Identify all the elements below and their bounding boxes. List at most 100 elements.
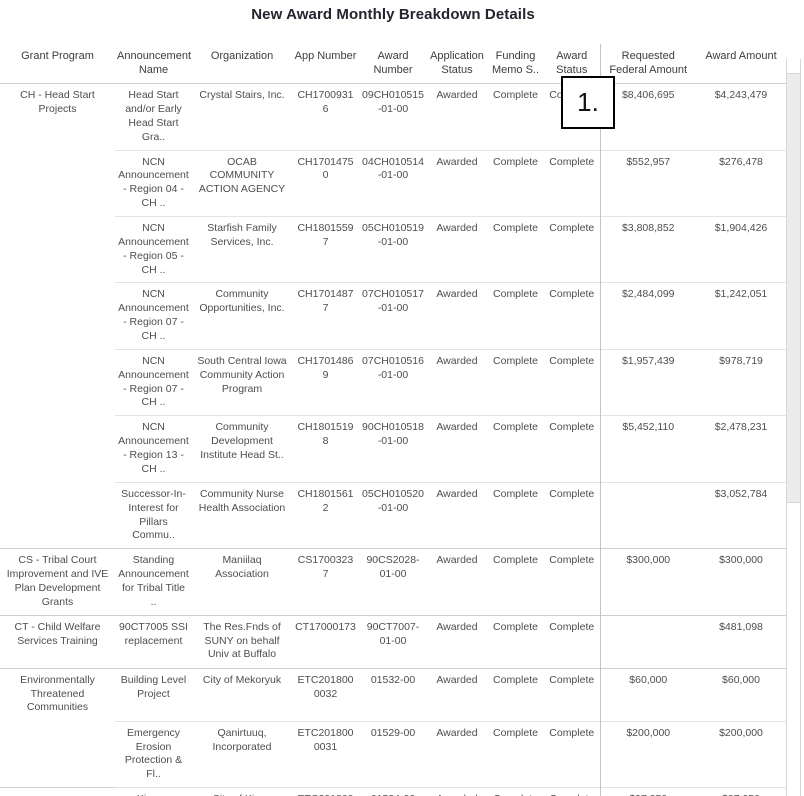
app-number-cell[interactable]: CT17000173	[292, 614, 359, 669]
column-header-award-amount[interactable]: Award Amount	[705, 50, 777, 62]
organization-cell[interactable]: City of Kiana	[192, 787, 292, 796]
scrollbar-thumb[interactable]	[787, 73, 800, 503]
grant-program-cell[interactable]: CH - Head Start Projects	[0, 83, 115, 549]
award-amount-cell[interactable]: $978,719	[696, 348, 786, 416]
app-number-cell[interactable]: ETC2018000032	[292, 667, 359, 722]
organization-cell[interactable]: Qanirtuuq, Incorporated	[192, 720, 292, 788]
organization-cell[interactable]: Maniilaq Association	[192, 548, 292, 616]
column-header-award-number[interactable]: Award Number	[373, 50, 413, 77]
award-number-cell[interactable]: 05CH010519-01-00	[359, 216, 427, 283]
grant-program-cell[interactable]: Environmentally Threatened Communities	[0, 667, 115, 796]
award-amount-cell[interactable]: $481,098	[696, 614, 786, 669]
requested-federal-amount-cell[interactable]: $97,950	[599, 787, 696, 796]
award-number-cell[interactable]: 01534-00	[359, 787, 427, 796]
award-status-cell[interactable]: Complete	[544, 787, 600, 796]
column-header-organization[interactable]: Organization	[210, 50, 274, 62]
funding-memo-status-cell[interactable]: Complete	[487, 667, 544, 722]
app-number-cell[interactable]: CH17014877	[292, 282, 359, 350]
award-status-cell[interactable]: Complete	[544, 614, 600, 669]
award-number-cell[interactable]: 90CT7007-01-00	[359, 614, 427, 669]
column-header-funding-memo-s[interactable]: Funding Memo S..	[491, 50, 540, 77]
funding-memo-status-cell[interactable]: Complete	[487, 415, 544, 483]
award-status-cell[interactable]: Complete	[544, 282, 600, 350]
funding-memo-status-cell[interactable]: Complete	[487, 548, 544, 616]
funding-memo-status-cell[interactable]: Complete	[487, 216, 544, 283]
application-status-cell[interactable]: Awarded	[427, 548, 487, 616]
award-status-cell[interactable]: Complete	[544, 348, 600, 416]
award-number-cell[interactable]: 90CS2028-01-00	[359, 548, 427, 616]
award-amount-cell[interactable]: $1,242,051	[696, 282, 786, 350]
app-number-cell[interactable]: ETC2018000036	[292, 787, 359, 796]
app-number-cell[interactable]: CH18015597	[292, 216, 359, 283]
funding-memo-status-cell[interactable]: Complete	[487, 149, 544, 217]
organization-cell[interactable]: City of Mekoryuk	[192, 667, 292, 722]
column-header-app-number[interactable]: App Number	[294, 50, 357, 62]
column-header-requested-federal-amount[interactable]: Requested Federal Amount	[599, 44, 696, 84]
organization-cell[interactable]: Crystal Stairs, Inc.	[192, 83, 292, 151]
announcement-name-cell[interactable]: Building Level Project	[115, 667, 192, 722]
app-number-cell[interactable]: CH17014750	[292, 149, 359, 217]
award-status-cell[interactable]: Complete	[544, 216, 600, 283]
award-amount-cell[interactable]: $300,000	[696, 548, 786, 616]
application-status-cell[interactable]: Awarded	[427, 348, 487, 416]
award-status-cell[interactable]: Complete	[544, 149, 600, 217]
application-status-cell[interactable]: Awarded	[427, 216, 487, 283]
funding-memo-status-cell[interactable]: Complete	[487, 787, 544, 796]
column-header-grant-program[interactable]: Grant Program	[21, 50, 94, 62]
requested-federal-amount-cell[interactable]: $5,452,110	[599, 415, 696, 483]
funding-memo-status-cell[interactable]: Complete	[487, 720, 544, 788]
award-number-cell[interactable]: 01529-00	[359, 720, 427, 788]
requested-federal-amount-cell[interactable]: $552,957	[599, 149, 696, 217]
award-number-cell[interactable]: 04CH010514-01-00	[359, 149, 427, 217]
grant-program-cell[interactable]: CS - Tribal Court Improvement and IVE Pl…	[0, 548, 115, 616]
funding-memo-status-cell[interactable]: Complete	[487, 83, 544, 151]
award-status-cell[interactable]: Complete	[544, 720, 600, 788]
award-amount-cell[interactable]: $60,000	[696, 667, 786, 722]
announcement-name-cell[interactable]: Standing Announcement for Tribal Title .…	[115, 548, 192, 616]
application-status-cell[interactable]: Awarded	[427, 149, 487, 217]
award-number-cell[interactable]: 05CH010520-01-00	[359, 481, 427, 549]
award-number-cell[interactable]: 07CH010516-01-00	[359, 348, 427, 416]
award-number-cell[interactable]: 90CH010518-01-00	[359, 415, 427, 483]
award-status-cell[interactable]: Complete	[544, 415, 600, 483]
announcement-name-cell[interactable]: NCN Announcement - Region 07 - CH ..	[115, 348, 192, 416]
app-number-cell[interactable]: CH17014869	[292, 348, 359, 416]
organization-cell[interactable]: Community Development Institute Head St.…	[192, 415, 292, 483]
application-status-cell[interactable]: Awarded	[427, 667, 487, 722]
requested-federal-amount-cell[interactable]: $3,808,852	[599, 216, 696, 283]
announcement-name-cell[interactable]: NCN Announcement - Region 05 - CH ..	[115, 216, 192, 283]
funding-memo-status-cell[interactable]: Complete	[487, 348, 544, 416]
organization-cell[interactable]: OCAB COMMUNITY ACTION AGENCY	[192, 149, 292, 217]
requested-federal-amount-cell[interactable]: $300,000	[599, 548, 696, 616]
award-number-cell[interactable]: 07CH010517-01-00	[359, 282, 427, 350]
vertical-scrollbar[interactable]	[786, 59, 801, 796]
announcement-name-cell[interactable]: NCN Announcement - Region 13 - CH ..	[115, 415, 192, 483]
organization-cell[interactable]: The Res.Fnds of SUNY on behalf Univ at B…	[192, 614, 292, 669]
app-number-cell[interactable]: CH18015612	[292, 481, 359, 549]
column-header-award-status[interactable]: Award Status	[556, 50, 588, 77]
announcement-name-cell[interactable]: NCN Announcement - Region 04 - CH ..	[115, 149, 192, 217]
requested-federal-amount-cell[interactable]	[599, 614, 696, 669]
requested-federal-amount-cell[interactable]: $2,484,099	[599, 282, 696, 350]
award-status-cell[interactable]: Complete	[544, 548, 600, 616]
requested-federal-amount-cell[interactable]: $8,406,695	[599, 83, 696, 151]
award-amount-cell[interactable]: $276,478	[696, 149, 786, 217]
funding-memo-status-cell[interactable]: Complete	[487, 481, 544, 549]
announcement-name-cell[interactable]: NCN Announcement - Region 07 - CH ..	[115, 282, 192, 350]
award-amount-cell[interactable]: $200,000	[696, 720, 786, 788]
application-status-cell[interactable]: Awarded	[427, 614, 487, 669]
organization-cell[interactable]: Starfish Family Services, Inc.	[192, 216, 292, 283]
app-number-cell[interactable]: CH17009316	[292, 83, 359, 151]
column-header-application-status[interactable]: Application Status	[430, 50, 484, 77]
requested-federal-amount-cell[interactable]: $200,000	[599, 720, 696, 788]
app-number-cell[interactable]: ETC2018000031	[292, 720, 359, 788]
award-amount-cell[interactable]: $1,904,426	[696, 216, 786, 283]
announcement-name-cell[interactable]: Successor-In-Interest for Pillars Commu.…	[115, 481, 192, 549]
organization-cell[interactable]: Community Nurse Health Association	[192, 481, 292, 549]
award-status-cell[interactable]: Complete	[544, 481, 600, 549]
award-amount-cell[interactable]: $97,950	[696, 787, 786, 796]
organization-cell[interactable]: Community Opportunities, Inc.	[192, 282, 292, 350]
award-amount-cell[interactable]: $2,478,231	[696, 415, 786, 483]
app-number-cell[interactable]: CH18015198	[292, 415, 359, 483]
award-status-cell[interactable]: Complete	[544, 667, 600, 722]
